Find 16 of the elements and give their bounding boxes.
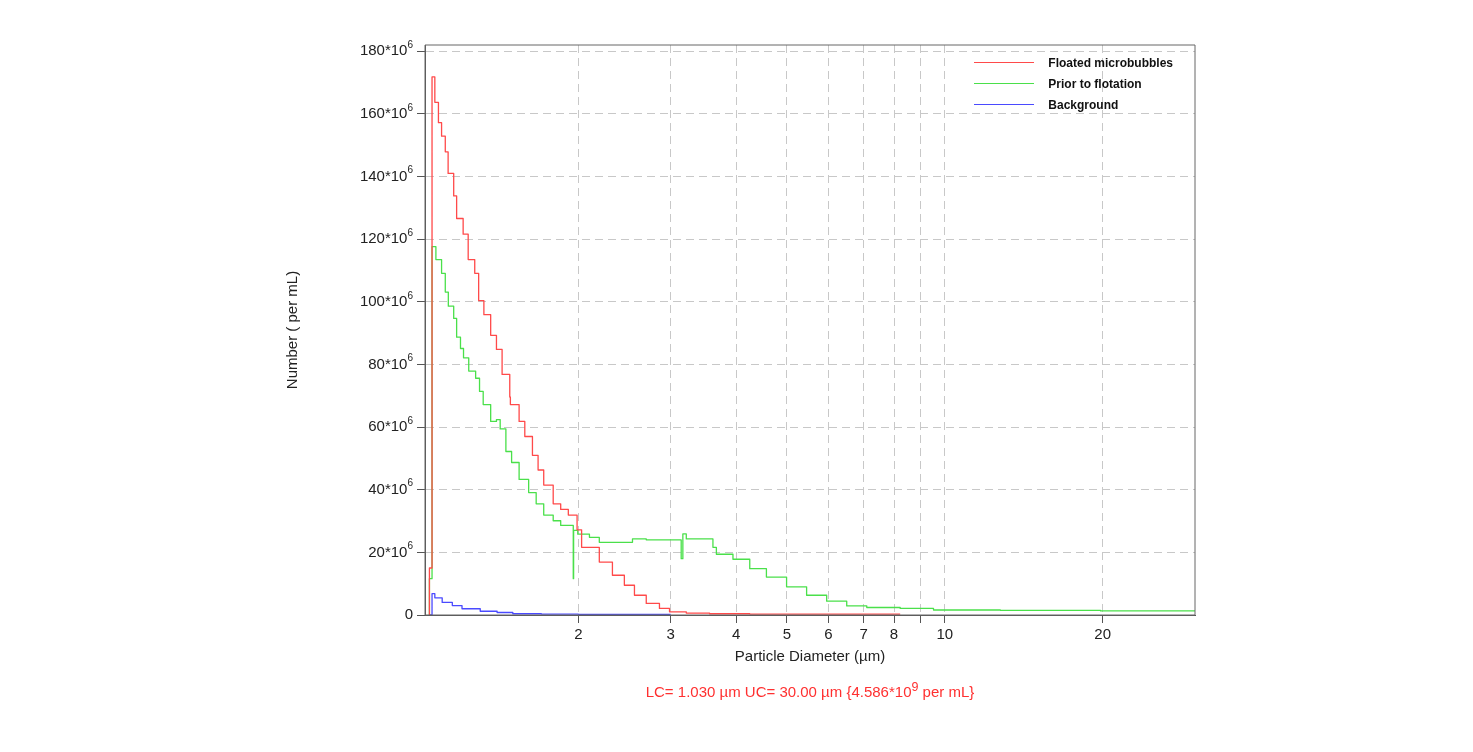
y-tick-label: 0 (404, 605, 413, 623)
x-tick-label: 20 (1094, 625, 1112, 643)
x-tick-label: 6 (824, 625, 833, 643)
x-tick-label: 2 (574, 625, 583, 643)
x-tick-label: 7 (859, 625, 868, 643)
x-axis-title: Particle Diameter (µm) (734, 647, 886, 665)
x-tick-label: 5 (782, 625, 792, 643)
y-axis-title: Number ( per mL) (283, 270, 301, 390)
text: LC= 1.030 µm UC= 30.00 µm {4.586*10$^{9}$ per mL} (644, 680, 976, 700)
x-tick-label: 10 (936, 625, 954, 643)
legend-label: Floated microbubbles (1048, 55, 1173, 70)
x-tick-label: 8 (889, 625, 899, 643)
x-tick-label: 3 (666, 625, 675, 643)
legend-label: Prior to flotation (1048, 76, 1142, 91)
legend-label: Background (1048, 97, 1119, 112)
x-tick-label: 4 (732, 625, 741, 643)
